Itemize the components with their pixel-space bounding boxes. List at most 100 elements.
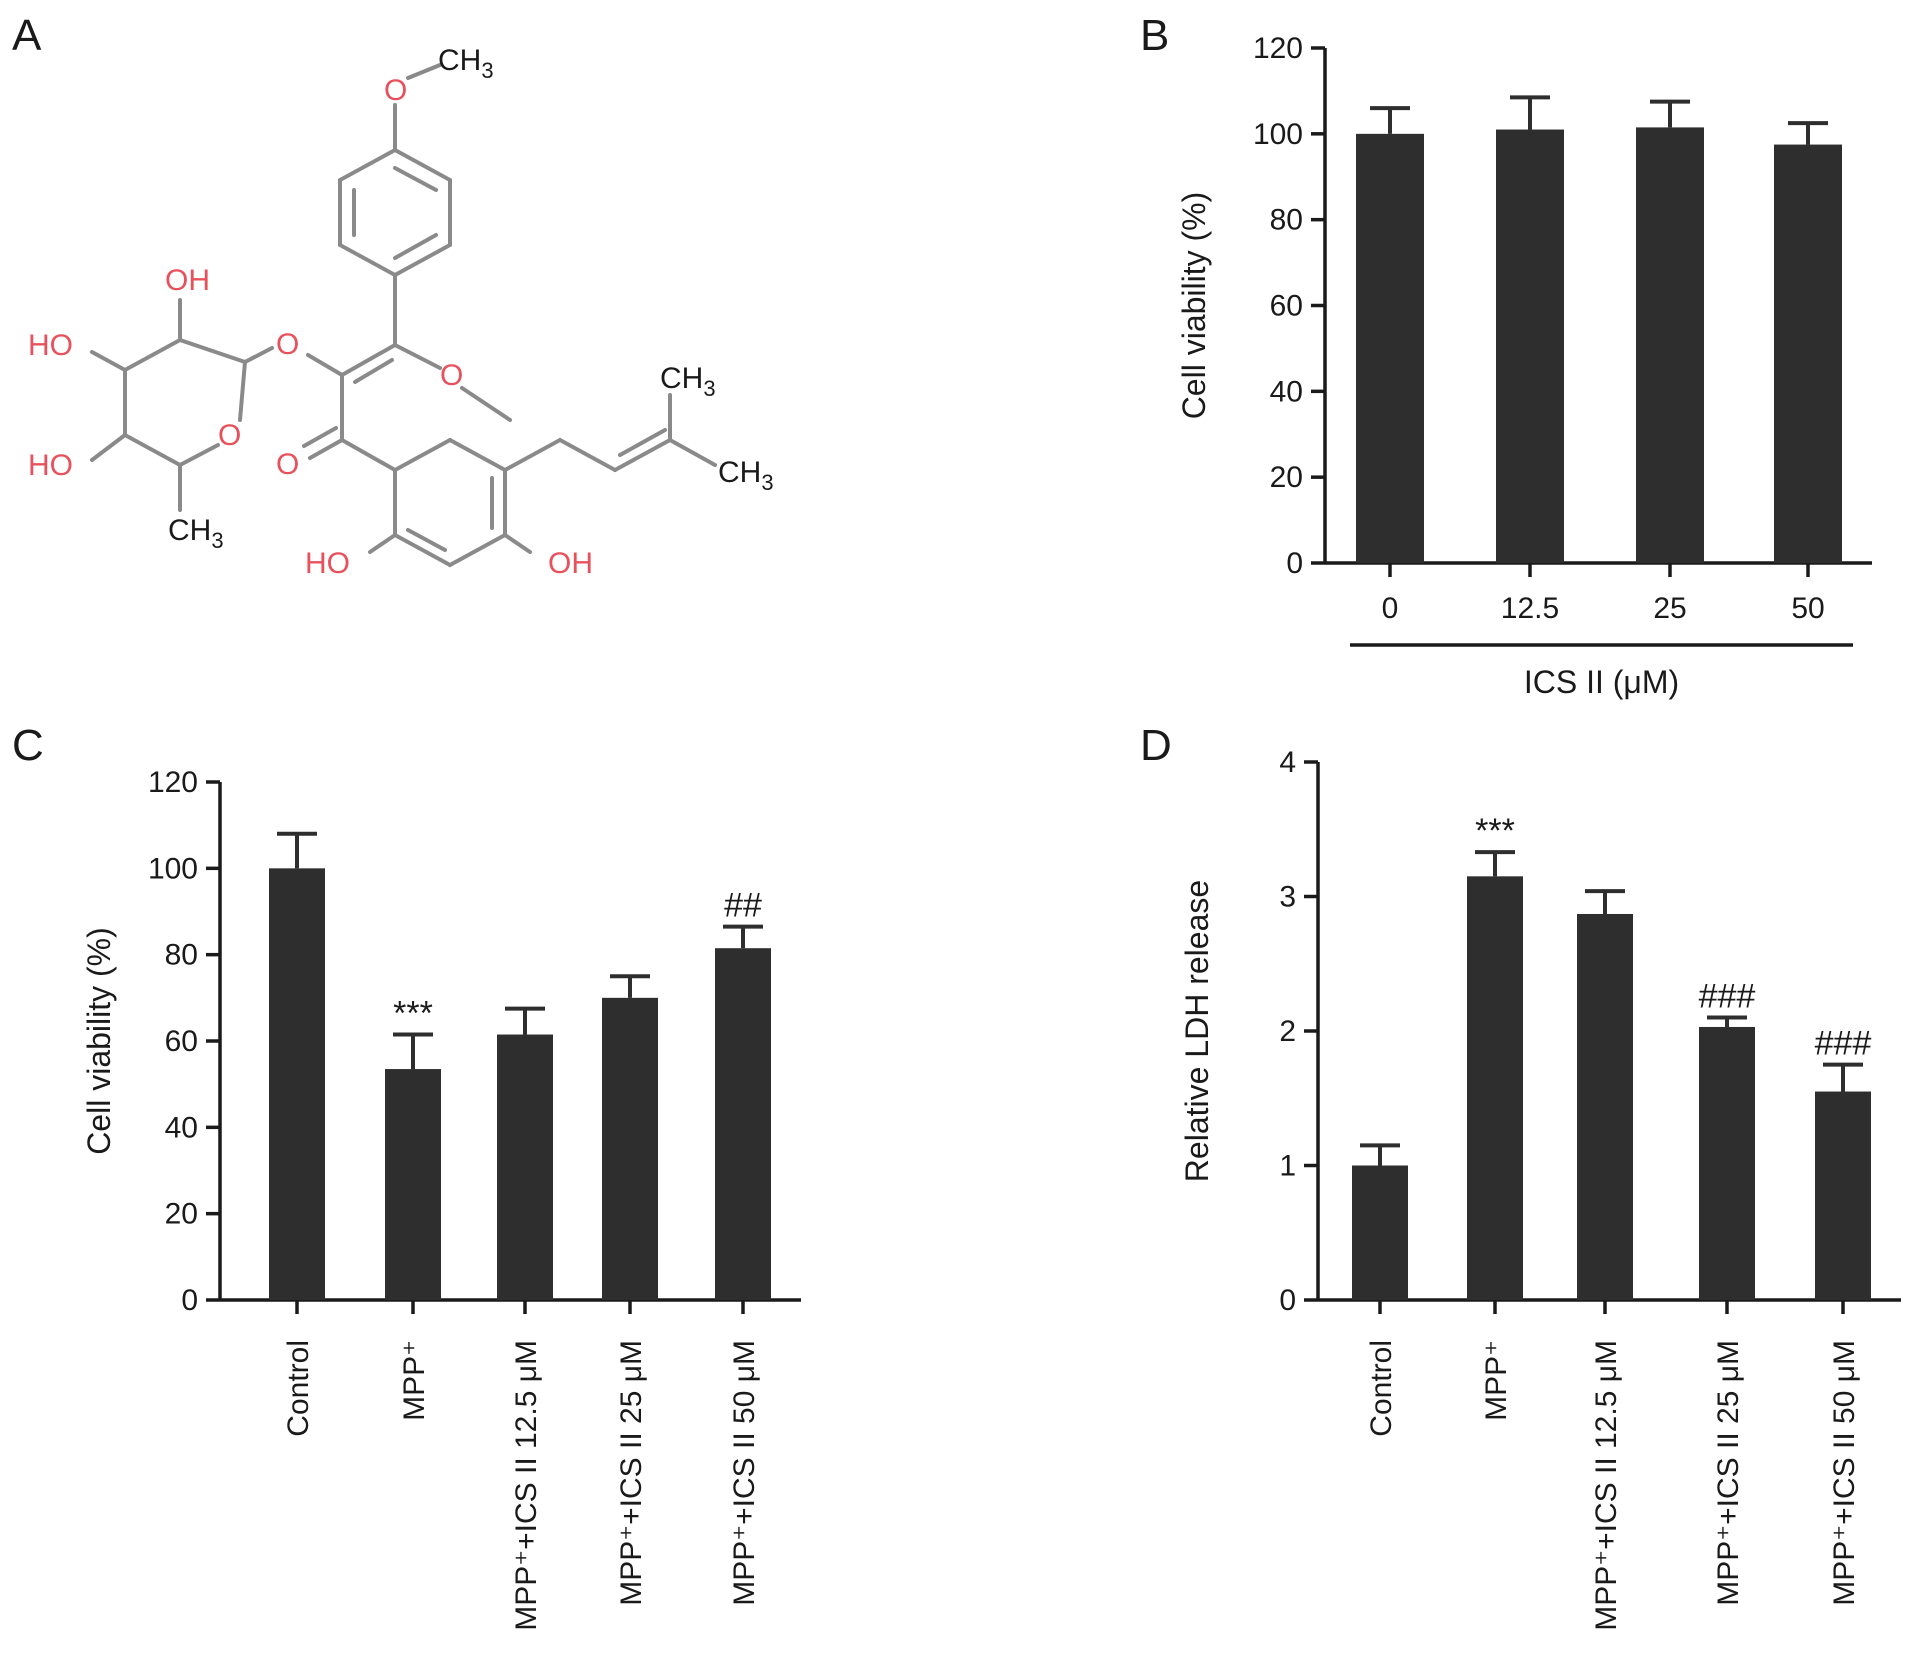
bond [308, 438, 344, 460]
atom-ho-sugar-bottom: HO [28, 449, 73, 482]
x-category-label: MPP⁺+ICS II 50 μM [728, 1340, 761, 1606]
y-tick-label: 0 [1279, 1284, 1296, 1317]
y-tick-label: 100 [148, 852, 198, 885]
x-category-label: MPP⁺+ICS II 12.5 μM [510, 1340, 543, 1631]
bar [497, 1034, 553, 1300]
bond [503, 438, 562, 472]
y-tick-label: 100 [1253, 118, 1303, 151]
y-tick-label: 60 [1270, 290, 1303, 323]
y-tick-label: 1 [1279, 1150, 1296, 1183]
atom-oh-7: OH [548, 547, 593, 580]
significance-marker: ## [724, 887, 762, 925]
bond [448, 438, 507, 472]
atom-ch3-sugar: CH3 [168, 514, 224, 553]
bar [1467, 876, 1523, 1300]
y-axis-label: Cell viability (%) [81, 927, 117, 1155]
x-category-label: MPP⁺+ICS II 50 μM [1828, 1340, 1861, 1606]
bond [340, 438, 397, 472]
atom-o-pyran: O [440, 359, 463, 392]
y-tick-label: 40 [165, 1111, 198, 1144]
y-axis-label: Relative LDH release [1179, 880, 1215, 1182]
significance-marker: ### [1815, 1025, 1872, 1063]
bond [668, 438, 717, 467]
y-tick-label: 4 [1279, 746, 1296, 779]
significance-marker: ### [1699, 978, 1756, 1016]
y-tick-label: 120 [1253, 32, 1303, 65]
bond [393, 233, 438, 260]
significance-marker: *** [393, 995, 433, 1033]
y-tick-label: 20 [165, 1198, 198, 1231]
y-tick-label: 120 [148, 766, 198, 799]
bond [90, 350, 127, 372]
bar [1577, 913, 1633, 1300]
x-category-label: Control [1365, 1340, 1398, 1437]
bond [178, 338, 247, 364]
bond [393, 438, 452, 472]
bond [302, 426, 338, 448]
bond [238, 360, 247, 422]
bond [368, 533, 397, 554]
panel-label-d: D [1140, 721, 1172, 770]
bond [558, 438, 617, 472]
bar [1352, 1165, 1408, 1300]
panel-label-c: C [12, 721, 44, 770]
y-tick-label: 80 [165, 939, 198, 972]
y-tick-label: 2 [1279, 1015, 1296, 1048]
bond [406, 528, 447, 552]
bond [406, 63, 442, 80]
bond [178, 443, 220, 467]
y-tick-label: 3 [1279, 881, 1296, 914]
atom-o-glycoside: O [276, 328, 299, 361]
chart-b: 0 20 40 60 80 100 120 Cell viability (%) 0 12.5 25… [1176, 32, 1872, 700]
x-axis-label: ICS II (μM) [1524, 664, 1679, 700]
atom-oh-sugar: OH [165, 264, 210, 297]
y-axis-label: Cell viability (%) [1176, 192, 1212, 420]
x-category-label: MPP⁺ [398, 1340, 431, 1421]
bond [448, 533, 507, 567]
x-category-label: MPP⁺+ICS II 25 μM [1712, 1340, 1745, 1606]
chart-d: 0 1 2 3 4 Relative LDH release Control *** MPP⁺ M… [1179, 746, 1901, 1631]
bar [1356, 133, 1424, 564]
x-category-label: MPP⁺+ICS II 25 μM [615, 1340, 648, 1606]
bond [613, 438, 672, 472]
bar [1496, 129, 1564, 563]
x-category-label: Control [282, 1340, 315, 1437]
atom-o-keto: O [276, 448, 299, 481]
y-tick-label: 20 [1270, 461, 1303, 494]
y-tick-label: 0 [1286, 547, 1303, 580]
bar [602, 997, 658, 1300]
bond [243, 346, 274, 364]
atom-o-methoxy: O [384, 74, 407, 107]
y-tick-label: 60 [165, 1025, 198, 1058]
atom-ho-5: HO [305, 547, 350, 580]
bond [503, 533, 532, 554]
x-category-label: MPP⁺+ICS II 12.5 μM [1590, 1340, 1623, 1631]
bar [715, 948, 771, 1300]
bond [123, 338, 182, 372]
bar [1636, 127, 1704, 563]
atom-ch3-methoxy: CH3 [438, 44, 494, 83]
atom-ho-sugar-top: HO [28, 329, 73, 362]
bar [1774, 144, 1842, 563]
bond [353, 358, 394, 384]
x-category-label: 12.5 [1501, 592, 1559, 625]
y-tick-label: 80 [1270, 204, 1303, 237]
bar [1815, 1091, 1871, 1300]
bond [460, 386, 512, 422]
y-tick-label: 40 [1270, 375, 1303, 408]
atom-o-sugar-ring: O [218, 419, 241, 452]
atom-ch3-prenyl-bottom: CH3 [718, 456, 774, 495]
x-category-label: MPP⁺ [1480, 1340, 1513, 1421]
atom-ch3-prenyl-top: CH3 [660, 362, 716, 401]
bond [393, 343, 442, 370]
x-category-label: 0 [1382, 592, 1399, 625]
panel-label-b: B [1140, 11, 1169, 60]
bar [385, 1069, 441, 1300]
bond [306, 353, 344, 377]
bond [393, 166, 438, 192]
chart-c: 0 20 40 60 80 100 120 Cell viability (%) Control… [81, 766, 801, 1631]
bar [1699, 1026, 1755, 1300]
bar [269, 868, 325, 1300]
x-category-label: 50 [1791, 592, 1824, 625]
bond [393, 533, 452, 567]
